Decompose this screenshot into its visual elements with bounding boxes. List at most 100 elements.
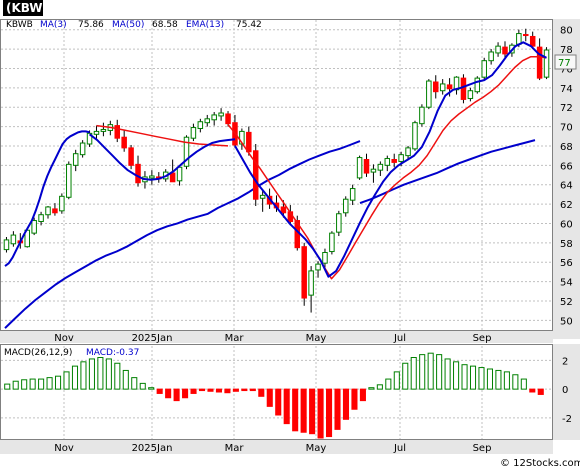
ma3-line-late [234,41,547,278]
candle-body [412,122,418,150]
candle-body [398,154,404,162]
candle-body [543,49,550,78]
price-y-tick-label: 64 [560,181,573,192]
candle-body [31,220,37,234]
candle-down [523,28,529,42]
macd-x-tick-label: Mar [225,443,245,454]
candle-up [211,112,217,126]
candle-body [426,80,432,108]
price-x-tick-label: Sep [473,333,492,344]
macd-x-tick-label: Nov [54,443,74,454]
candle-body [322,252,328,264]
ema13-line-late [227,56,547,280]
price-y-tick-label: 60 [560,219,573,230]
candle-body [252,150,259,200]
candle-up [218,108,224,121]
ma50-line [4,140,361,329]
price-grid [1,20,553,331]
ma3-line-start [4,130,90,267]
macd-axis-strip [553,344,580,440]
candle-body [384,158,391,166]
candle-up [426,79,432,110]
candle-up [72,149,79,172]
price-panel-border [0,19,553,331]
candle-body [121,136,127,149]
candle-body [467,90,474,99]
macd-bar-positive [122,369,129,390]
macd-bar-negative [241,388,248,392]
candle-body [45,206,51,216]
candle-body [474,77,481,93]
candle-body [460,77,467,100]
candle-body [502,46,508,55]
macd-y-tick-labels: 2 0 -2 [562,356,572,425]
macd-bar-positive [503,371,510,390]
macd-bar-negative [190,388,197,394]
macd-bar-positive [71,365,79,390]
price-y-tick-label: 74 [560,84,573,95]
legend-ticker: KBWB [6,20,33,30]
macd-bar-positive [376,384,383,390]
candle-body [183,136,190,167]
macd-bar-positive [368,387,375,390]
macd-bar-negative [326,388,333,438]
candle-up [322,248,328,269]
candle-down [536,38,543,81]
candle-body [419,106,425,125]
candle-down [114,119,120,143]
price-y-tick-labels: 50 52 54 56 58 60 62 64 66 68 70 72 74 76 78 80 [560,26,573,328]
candle-body [204,118,211,124]
price-axis-strip [553,19,580,339]
macd-bar-positive [436,354,443,390]
macd-bar-positive [46,377,53,390]
title-bar: (KBWB) [3,0,57,16]
macd-bar-negative [249,388,256,392]
candle-body [190,127,197,139]
candle-up [31,217,37,236]
macd-bar-positive [4,383,11,390]
macd-x-tick-label: May [306,443,327,454]
macd-bar-negative [334,388,341,430]
macd-bar-positive [97,357,104,390]
price-y-tick-label: 80 [560,26,573,37]
ticker-title-bg [3,0,43,16]
macd-title: MACD(26,12,9) [4,348,72,358]
ema13-line-early [96,124,229,147]
macd-bar-negative [283,388,290,425]
candle-body [301,246,307,299]
candle-body [536,46,543,79]
candle-down [252,144,259,206]
ema13-series [96,56,547,280]
candle-body [218,112,224,117]
candle-down [135,155,141,187]
macd-bar-positive [63,371,70,390]
macd-bar-positive [427,352,434,390]
candle-up [10,231,17,247]
price-y-tick-label: 50 [560,316,573,327]
price-x-tick-label: 2025Jan [132,333,173,344]
price-y-tick-label: 70 [560,123,573,134]
legend-ma50-value: 68.58 [152,20,178,30]
price-y-tick-label: 66 [560,161,573,172]
price-x-tick-label: Nov [54,333,74,344]
macd-bar-negative [224,388,231,394]
ma3-line-early [88,133,236,181]
candle-body [135,163,141,184]
macd-bar-negative [292,388,299,432]
candle-up [349,184,356,206]
macd-bar-positive [410,357,417,390]
candle-up [149,170,155,185]
candle-body [308,270,314,296]
macd-bar-positive [29,378,36,390]
macd-bar-positive [512,374,519,390]
candle-body [481,60,487,78]
candle-body [93,130,100,135]
candle-body [128,147,134,166]
candle-up [3,237,10,253]
macd-bar-positive [80,361,87,390]
candle-down [121,130,127,152]
candle-body [176,166,183,182]
macd-bar-positive [478,367,485,390]
macd-bar-positive [38,378,45,390]
macd-bar-negative [165,388,172,399]
